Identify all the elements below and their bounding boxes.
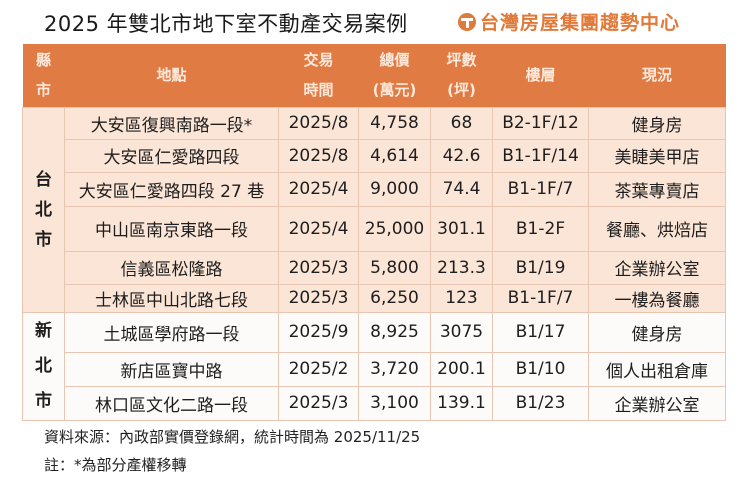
header-status: 現況 bbox=[588, 44, 726, 107]
county-cell-new-taipei: 新北市 bbox=[22, 311, 65, 421]
location-cell: 士林區中山北路七段 bbox=[64, 283, 279, 313]
table-row: 新店區寶中路 2025/2 3,720 200.1 B1/10 個人出租倉庫 bbox=[23, 351, 726, 387]
ping-cell: 3075 bbox=[430, 311, 493, 353]
ping-cell: 68 bbox=[430, 106, 493, 140]
brand-logo: 台灣房屋集團趨勢中心 bbox=[458, 8, 680, 35]
table-row: 信義區松隆路 2025/3 5,800 213.3 B1/19 企業辦公室 bbox=[23, 250, 726, 285]
ping-cell: 200.1 bbox=[430, 351, 493, 387]
time-cell: 2025/9 bbox=[278, 311, 359, 353]
status-cell: 企業辦公室 bbox=[588, 385, 726, 421]
status-cell: 茶葉專賣店 bbox=[588, 171, 726, 207]
price-cell: 9,000 bbox=[358, 171, 431, 207]
price-cell: 25,000 bbox=[358, 205, 431, 252]
table-row: 大安區仁愛路四段 2025/8 4,614 42.6 B1-1F/14 美睫美甲… bbox=[23, 138, 726, 173]
table-row: 新北市 土城區學府路一段 2025/9 8,925 3075 B1/17 健身房 bbox=[22, 311, 726, 421]
location-cell: 大安區仁愛路四段 bbox=[64, 138, 279, 173]
table-row: 林口區文化二路一段 2025/3 3,100 139.1 B1/23 企業辦公室 bbox=[23, 385, 726, 421]
header-price: 總價 (萬元) bbox=[358, 44, 431, 107]
time-cell: 2025/3 bbox=[278, 250, 359, 285]
status-cell: 美睫美甲店 bbox=[588, 138, 726, 173]
time-cell: 2025/4 bbox=[278, 171, 359, 207]
status-cell: 健身房 bbox=[588, 106, 726, 140]
floor-cell: B1/17 bbox=[492, 311, 589, 353]
location-cell: 信義區松隆路 bbox=[64, 250, 279, 285]
location-cell: 大安區仁愛路四段 27 巷 bbox=[64, 171, 279, 207]
taiwan-realty-logo-icon bbox=[458, 12, 476, 31]
ping-cell: 301.1 bbox=[430, 205, 493, 252]
table-row: 台北市 大安區復興南路一段* 2025/8 4,758 68 B2-1F/12 … bbox=[22, 106, 726, 313]
ping-cell: 42.6 bbox=[430, 138, 493, 173]
ping-cell: 123 bbox=[430, 283, 493, 313]
price-cell: 5,800 bbox=[358, 250, 431, 285]
floor-cell: B1-1F/7 bbox=[492, 171, 589, 207]
header-ping: 坪數 (坪) bbox=[430, 44, 493, 107]
header-time: 交易 時間 bbox=[278, 44, 359, 107]
table-row: 中山區南京東路一段 2025/4 25,000 301.1 B1-2F 餐廳、烘… bbox=[23, 205, 726, 252]
floor-cell: B1-1F/7 bbox=[492, 283, 589, 313]
time-cell: 2025/4 bbox=[278, 205, 359, 252]
floor-cell: B1/23 bbox=[492, 385, 589, 421]
header-floor: 樓層 bbox=[492, 44, 589, 107]
location-cell: 中山區南京東路一段 bbox=[64, 205, 279, 252]
status-cell: 健身房 bbox=[588, 311, 726, 353]
status-cell: 企業辦公室 bbox=[588, 250, 726, 285]
location-cell: 林口區文化二路一段 bbox=[64, 385, 279, 421]
table-row: 士林區中山北路七段 2025/3 6,250 123 B1-1F/7 一樓為餐廳 bbox=[23, 283, 726, 313]
location-cell: 土城區學府路一段 bbox=[64, 311, 279, 353]
floor-cell: B1/19 bbox=[492, 250, 589, 285]
floor-cell: B2-1F/12 bbox=[492, 106, 589, 140]
price-cell: 6,250 bbox=[358, 283, 431, 313]
header-county: 縣市 bbox=[22, 44, 65, 107]
price-cell: 3,720 bbox=[358, 351, 431, 387]
ping-cell: 74.4 bbox=[430, 171, 493, 207]
brand-name: 台灣房屋集團趨勢中心 bbox=[480, 12, 681, 34]
table-row: 大安區仁愛路四段 27 巷 2025/4 9,000 74.4 B1-1F/7 … bbox=[23, 171, 726, 207]
status-cell: 個人出租倉庫 bbox=[588, 351, 726, 387]
time-cell: 2025/3 bbox=[278, 385, 359, 421]
footnote: 註：*為部分產權移轉 bbox=[44, 456, 187, 474]
transaction-table: 縣市 地點 交易 時間 總價 (萬元) 坪數 (坪) 樓層 現況 台北市 大安區復興南… bbox=[22, 44, 726, 421]
floor-cell: B1-1F/14 bbox=[492, 138, 589, 173]
header-location: 地點 bbox=[64, 44, 279, 107]
time-cell: 2025/8 bbox=[278, 106, 359, 140]
county-cell-taipei: 台北市 bbox=[22, 106, 65, 313]
floor-cell: B1/10 bbox=[492, 351, 589, 387]
page-title: 2025 年雙北市地下室不動產交易案例 bbox=[44, 12, 408, 36]
ping-cell: 139.1 bbox=[430, 385, 493, 421]
location-cell: 新店區寶中路 bbox=[64, 351, 279, 387]
floor-cell: B1-2F bbox=[492, 205, 589, 252]
ping-cell: 213.3 bbox=[430, 250, 493, 285]
status-cell: 一樓為餐廳 bbox=[588, 283, 726, 313]
time-cell: 2025/3 bbox=[278, 283, 359, 313]
price-cell: 4,614 bbox=[358, 138, 431, 173]
data-source-note: 資料來源：內政部實價登錄網，統計時間為 2025/11/25 bbox=[44, 428, 421, 446]
table-header-row: 縣市 地點 交易 時間 總價 (萬元) 坪數 (坪) 樓層 現況 bbox=[22, 44, 726, 107]
time-cell: 2025/8 bbox=[278, 138, 359, 173]
price-cell: 8,925 bbox=[358, 311, 431, 353]
location-cell: 大安區復興南路一段* bbox=[64, 106, 279, 140]
price-cell: 4,758 bbox=[358, 106, 431, 140]
time-cell: 2025/2 bbox=[278, 351, 359, 387]
price-cell: 3,100 bbox=[358, 385, 431, 421]
status-cell: 餐廳、烘焙店 bbox=[588, 205, 726, 252]
